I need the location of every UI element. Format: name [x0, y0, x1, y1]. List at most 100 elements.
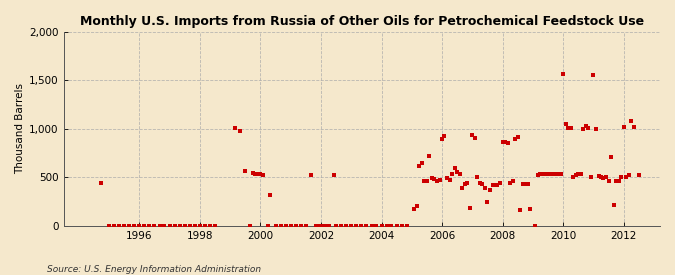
Point	[174, 224, 185, 228]
Point	[275, 224, 286, 228]
Point	[618, 125, 629, 129]
Point	[457, 186, 468, 190]
Point	[341, 224, 352, 228]
Point	[286, 224, 296, 228]
Point	[475, 181, 485, 185]
Point	[447, 171, 458, 176]
Point	[318, 224, 329, 228]
Point	[507, 179, 518, 183]
Point	[464, 206, 475, 211]
Point	[306, 173, 317, 178]
Point	[230, 126, 241, 130]
Point	[595, 175, 606, 180]
Point	[444, 178, 455, 183]
Point	[96, 181, 107, 185]
Point	[520, 182, 531, 186]
Point	[346, 224, 356, 228]
Point	[169, 224, 180, 228]
Point	[134, 224, 144, 228]
Point	[205, 224, 215, 228]
Point	[381, 224, 392, 228]
Point	[180, 224, 190, 228]
Point	[540, 171, 551, 176]
Point	[119, 224, 130, 228]
Point	[290, 224, 301, 228]
Point	[431, 179, 442, 183]
Point	[553, 171, 564, 176]
Point	[280, 224, 291, 228]
Point	[245, 224, 256, 228]
Title: Monthly U.S. Imports from Russia of Other Oils for Petrochemical Feedstock Use: Monthly U.S. Imports from Russia of Othe…	[80, 15, 644, 28]
Point	[565, 126, 576, 130]
Point	[149, 224, 160, 228]
Point	[505, 181, 516, 185]
Point	[545, 171, 556, 176]
Point	[591, 127, 601, 131]
Point	[139, 224, 150, 228]
Point	[525, 207, 536, 211]
Point	[366, 224, 377, 228]
Point	[321, 224, 331, 228]
Point	[200, 224, 211, 228]
Point	[608, 202, 619, 207]
Point	[434, 178, 445, 183]
Point	[336, 224, 347, 228]
Point	[419, 179, 430, 183]
Point	[300, 224, 311, 228]
Point	[427, 176, 437, 181]
Point	[240, 168, 250, 173]
Text: Source: U.S. Energy Information Administration: Source: U.S. Energy Information Administ…	[47, 265, 261, 274]
Point	[570, 173, 581, 178]
Point	[500, 140, 510, 145]
Point	[263, 224, 273, 228]
Point	[510, 136, 520, 141]
Point	[603, 179, 614, 183]
Point	[601, 175, 612, 180]
Point	[598, 176, 609, 181]
Point	[583, 126, 593, 130]
Point	[489, 183, 500, 187]
Point	[626, 119, 637, 123]
Point	[460, 182, 470, 186]
Point	[396, 224, 407, 228]
Point	[356, 224, 367, 228]
Point	[386, 224, 397, 228]
Point	[550, 171, 561, 176]
Point	[472, 175, 483, 180]
Point	[371, 224, 382, 228]
Point	[412, 204, 423, 209]
Point	[593, 174, 604, 179]
Point	[563, 126, 574, 130]
Point	[450, 166, 460, 170]
Point	[522, 182, 533, 186]
Point	[313, 224, 324, 228]
Point	[124, 224, 135, 228]
Point	[164, 224, 175, 228]
Point	[556, 171, 566, 176]
Point	[331, 224, 342, 228]
Point	[392, 224, 402, 228]
Point	[361, 224, 372, 228]
Point	[624, 173, 634, 178]
Point	[578, 127, 589, 131]
Point	[573, 172, 584, 177]
Point	[144, 224, 155, 228]
Point	[401, 224, 412, 228]
Point	[586, 175, 597, 180]
Point	[462, 181, 472, 185]
Point	[533, 173, 543, 178]
Point	[492, 183, 503, 187]
Point	[255, 171, 266, 176]
Point	[429, 177, 440, 182]
Point	[424, 154, 435, 158]
Point	[414, 164, 425, 168]
Point	[454, 171, 465, 176]
Point	[613, 179, 624, 183]
Point	[537, 171, 548, 176]
Point	[154, 224, 165, 228]
Point	[605, 155, 616, 159]
Point	[315, 224, 326, 228]
Point	[452, 169, 462, 174]
Point	[437, 136, 448, 141]
Point	[210, 224, 221, 228]
